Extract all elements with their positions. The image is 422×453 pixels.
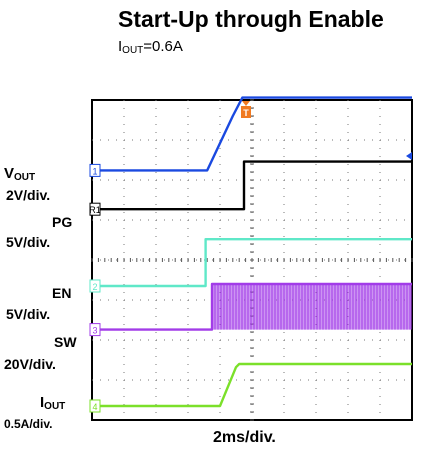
iout-label-main: I	[40, 394, 45, 411]
trace-en	[92, 238, 412, 288]
level-marker-icon	[406, 152, 412, 160]
sw-label: SW	[54, 334, 77, 350]
subtitle-rest: =0.6A	[143, 38, 183, 55]
trace-iout	[92, 362, 412, 408]
subtitle-sub: OUT	[122, 45, 144, 56]
pg-scale-label: 5V/div.	[6, 234, 51, 250]
sw-scale-label: 20V/div.	[4, 356, 56, 372]
vout-scale-label: 2V/div.	[6, 187, 51, 203]
channel-marker-text: 4	[92, 402, 97, 412]
channel-marker-en	[89, 279, 101, 293]
channel-marker-text: R1	[89, 205, 101, 215]
trace-pg	[92, 160, 412, 211]
trace-vout	[92, 96, 412, 172]
chart-subtitle: IOUT=0.6A	[118, 38, 183, 56]
iout-scale-label: 0.5A/div.	[4, 417, 53, 431]
channel-marker-iout	[89, 399, 101, 413]
chart-title: Start-Up through Enable	[118, 6, 384, 32]
x-axis-label: 2ms/div.	[213, 429, 276, 446]
vout-label: VOUT	[4, 166, 35, 186]
trigger-arrow-icon	[242, 101, 250, 106]
trace-sw	[92, 282, 412, 331]
channel-marker-sw	[89, 323, 101, 337]
channel-marker-vout	[89, 163, 101, 177]
channel-marker-text: 2	[92, 282, 97, 292]
vout-label-sub: OUT	[14, 172, 36, 183]
trigger-marker-text: T	[243, 108, 249, 118]
en-label: EN	[52, 285, 72, 301]
iout-label-sub: OUT	[44, 401, 66, 412]
trigger-marker	[241, 106, 251, 118]
subtitle-main: I	[118, 38, 123, 55]
channel-marker-text: 3	[92, 326, 97, 336]
channel-marker-pg	[89, 202, 101, 216]
channel-marker-text: 1	[92, 166, 97, 176]
pg-label: PG	[52, 214, 73, 230]
iout-label: IOUT	[40, 395, 65, 415]
vout-label-main: V	[4, 165, 15, 182]
en-scale-label: 5V/div.	[6, 306, 51, 322]
